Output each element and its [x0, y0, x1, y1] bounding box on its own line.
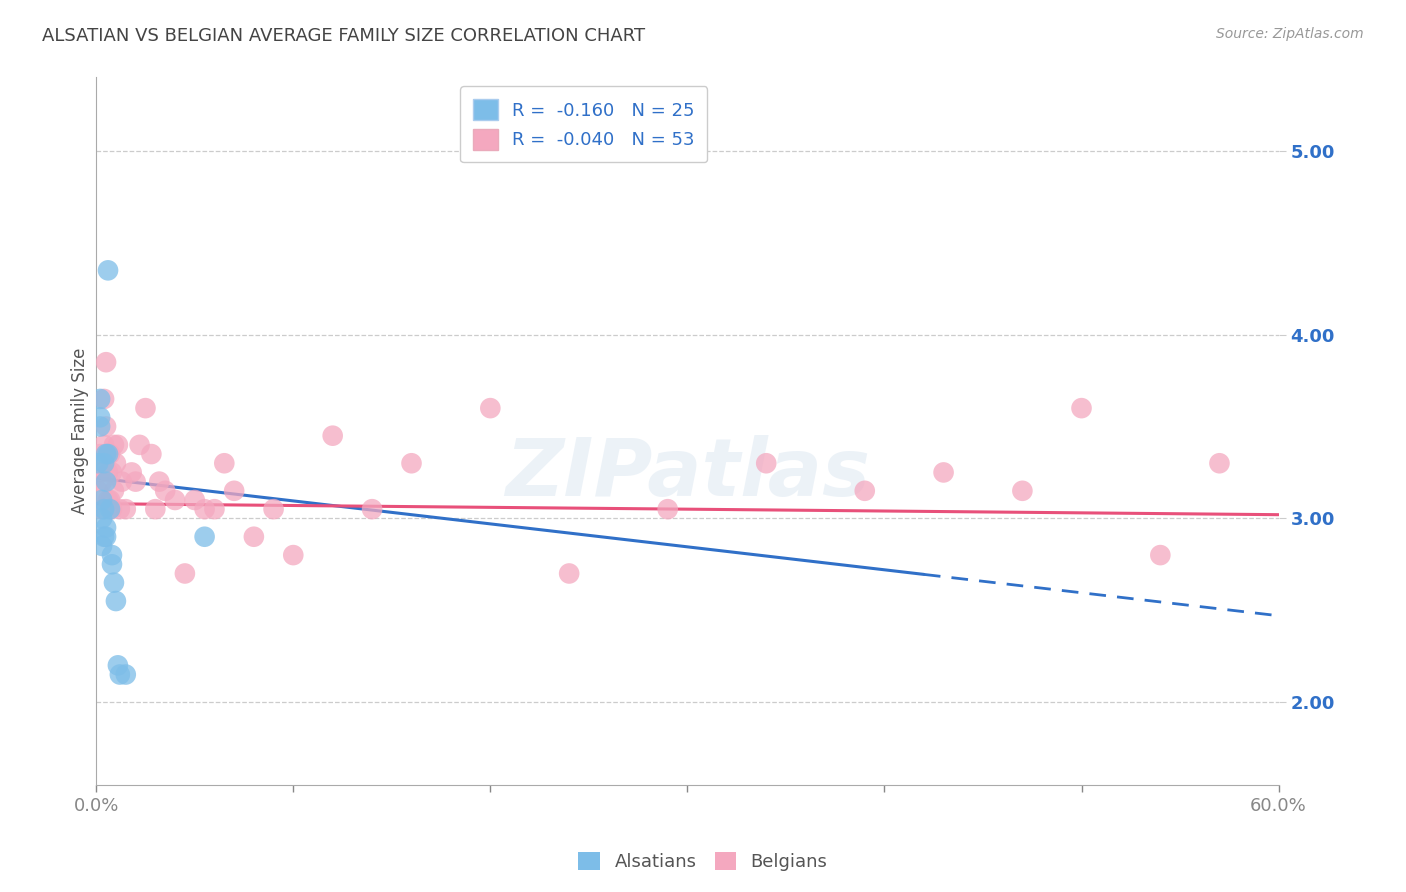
- Point: [91, 511, 114, 525]
- Point: [128, 438, 150, 452]
- Point: [1208, 456, 1230, 470]
- Point: [94, 475, 117, 489]
- Point: [108, 502, 131, 516]
- Point: [98, 493, 121, 508]
- Point: [148, 475, 170, 489]
- Point: [89, 419, 111, 434]
- Point: [1070, 401, 1092, 416]
- Point: [103, 575, 125, 590]
- Point: [755, 456, 778, 470]
- Point: [153, 483, 176, 498]
- Point: [89, 392, 111, 406]
- Point: [108, 667, 131, 681]
- Point: [1149, 548, 1171, 562]
- Point: [401, 456, 423, 470]
- Point: [932, 466, 955, 480]
- Point: [98, 502, 121, 516]
- Point: [107, 438, 129, 452]
- Point: [322, 428, 344, 442]
- Point: [101, 558, 124, 572]
- Point: [283, 548, 305, 562]
- Point: [101, 548, 124, 562]
- Point: [94, 419, 117, 434]
- Point: [97, 263, 120, 277]
- Point: [94, 355, 117, 369]
- Point: [93, 438, 115, 452]
- Point: [89, 447, 111, 461]
- Point: [93, 392, 115, 406]
- Point: [361, 502, 384, 516]
- Point: [1011, 483, 1033, 498]
- Point: [657, 502, 679, 516]
- Point: [89, 466, 111, 480]
- Point: [94, 530, 117, 544]
- Point: [114, 502, 136, 516]
- Point: [91, 539, 114, 553]
- Point: [853, 483, 876, 498]
- Point: [93, 530, 115, 544]
- Point: [111, 475, 134, 489]
- Y-axis label: Average Family Size: Average Family Size: [72, 348, 89, 515]
- Point: [174, 566, 197, 581]
- Legend: Alsatians, Belgians: Alsatians, Belgians: [571, 845, 835, 879]
- Point: [87, 456, 110, 470]
- Point: [97, 447, 120, 461]
- Point: [103, 438, 125, 452]
- Point: [114, 667, 136, 681]
- Point: [263, 502, 285, 516]
- Point: [134, 401, 156, 416]
- Point: [104, 456, 127, 470]
- Point: [121, 466, 143, 480]
- Point: [94, 447, 117, 461]
- Point: [93, 502, 115, 516]
- Point: [101, 466, 124, 480]
- Point: [104, 594, 127, 608]
- Point: [94, 520, 117, 534]
- Point: [101, 502, 124, 516]
- Point: [97, 493, 120, 508]
- Point: [194, 530, 217, 544]
- Point: [89, 410, 111, 425]
- Point: [141, 447, 163, 461]
- Point: [558, 566, 581, 581]
- Point: [224, 483, 246, 498]
- Point: [204, 502, 226, 516]
- Legend: R =  -0.160   N = 25, R =  -0.040   N = 53: R = -0.160 N = 25, R = -0.040 N = 53: [460, 87, 707, 162]
- Point: [91, 475, 114, 489]
- Point: [214, 456, 236, 470]
- Text: Source: ZipAtlas.com: Source: ZipAtlas.com: [1216, 27, 1364, 41]
- Point: [184, 493, 207, 508]
- Point: [124, 475, 146, 489]
- Point: [143, 502, 166, 516]
- Point: [91, 502, 114, 516]
- Point: [194, 502, 217, 516]
- Text: ZIPatlas: ZIPatlas: [505, 434, 870, 513]
- Point: [98, 447, 121, 461]
- Point: [103, 483, 125, 498]
- Point: [107, 658, 129, 673]
- Point: [97, 466, 120, 480]
- Point: [243, 530, 266, 544]
- Point: [91, 493, 114, 508]
- Point: [479, 401, 502, 416]
- Point: [87, 483, 110, 498]
- Point: [93, 456, 115, 470]
- Text: ALSATIAN VS BELGIAN AVERAGE FAMILY SIZE CORRELATION CHART: ALSATIAN VS BELGIAN AVERAGE FAMILY SIZE …: [42, 27, 645, 45]
- Point: [163, 493, 186, 508]
